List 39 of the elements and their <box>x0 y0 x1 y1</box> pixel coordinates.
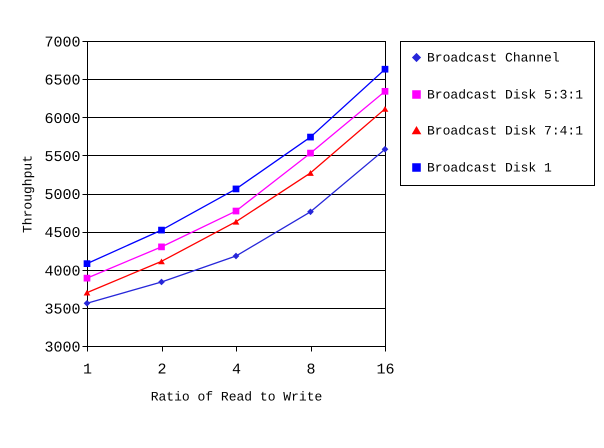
legend-label: Broadcast Disk 5:3:1 <box>427 88 584 102</box>
point <box>232 218 240 225</box>
x-tick-label: 16 <box>376 362 395 378</box>
y-axis-title: Throughput <box>20 154 36 234</box>
point <box>307 134 314 140</box>
x-tick-label: 2 <box>157 362 167 378</box>
point <box>307 170 314 176</box>
point <box>158 278 165 286</box>
y-tick-label: 3000 <box>44 340 80 356</box>
point <box>307 208 314 216</box>
y-tick-label: 3500 <box>44 301 80 318</box>
y-tick-label: 5000 <box>44 187 80 204</box>
point <box>382 146 388 153</box>
x-axis-title: Ratio of Read to Write <box>150 390 322 404</box>
point <box>158 226 165 234</box>
point <box>382 66 388 73</box>
y-tick-label: 4500 <box>44 225 80 242</box>
point <box>232 208 240 214</box>
point <box>158 258 165 264</box>
point <box>84 274 90 282</box>
legend-label: Broadcast Disk 1 <box>427 160 552 176</box>
y-tick-label: 4000 <box>44 263 80 280</box>
x-tick-label: 4 <box>232 362 242 378</box>
point <box>232 186 240 192</box>
y-tick-label: 6500 <box>44 72 80 90</box>
point <box>158 244 165 250</box>
point <box>382 106 388 112</box>
legend-label: Broadcast Disk 7:4:1 <box>427 124 584 138</box>
point <box>307 150 314 156</box>
y-tick-label: 7000 <box>44 34 80 52</box>
point <box>84 290 90 296</box>
y-tick-label: 5500 <box>44 148 80 166</box>
y-tick-label: 6000 <box>44 110 80 128</box>
legend-label: Broadcast Channel <box>427 50 560 66</box>
x-tick-label: 1 <box>82 362 92 378</box>
x-tick-label: 8 <box>306 362 316 378</box>
point <box>382 88 388 95</box>
point <box>84 260 90 268</box>
point <box>232 252 240 260</box>
